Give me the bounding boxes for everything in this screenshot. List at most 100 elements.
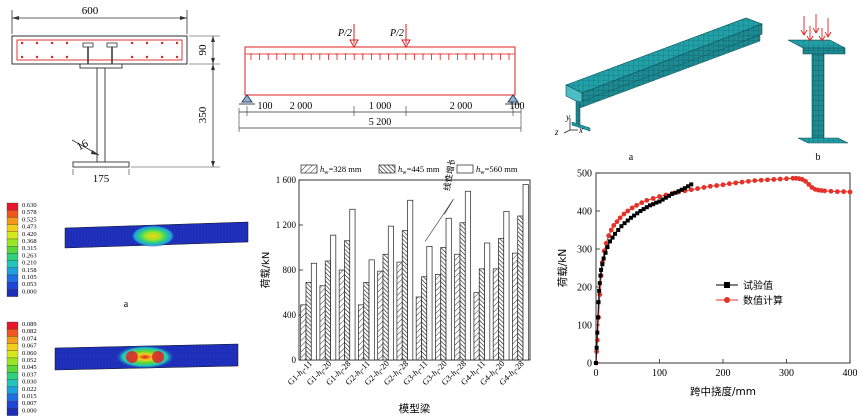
bar	[473, 292, 480, 361]
web-height-label: 350	[197, 106, 209, 123]
fe-label-b: b	[816, 152, 821, 163]
plot-frame	[595, 172, 851, 364]
fe-beam-top-face	[565, 17, 763, 94]
legend-swatch	[6, 289, 19, 297]
data-point	[701, 185, 707, 190]
legend-marker	[724, 282, 730, 288]
annotation-label: 线性增长	[441, 160, 458, 192]
data-point	[777, 176, 783, 182]
data-point	[720, 182, 726, 188]
data-point	[595, 315, 600, 320]
y-tick-label: 800	[283, 265, 297, 275]
data-point	[726, 181, 732, 187]
data-point	[847, 189, 853, 195]
legend-swatch	[6, 202, 19, 211]
bottom-width-dimension: 175	[93, 173, 110, 185]
bar	[522, 184, 529, 361]
legend-swatch	[6, 238, 19, 247]
data-point	[603, 240, 609, 246]
legend-swatch	[6, 274, 19, 283]
bar	[459, 222, 466, 361]
legend-swatch	[6, 401, 19, 409]
data-point	[771, 177, 777, 182]
data-point	[663, 195, 668, 200]
legend-value: 0.630	[22, 202, 37, 209]
data-point	[647, 203, 652, 208]
x-tick-label: G4-hf-20	[478, 358, 508, 388]
steel-bottom-flange	[72, 161, 130, 168]
bar	[349, 208, 356, 361]
legend-value: 0.045	[22, 364, 37, 371]
bar	[478, 268, 485, 361]
axis-x-label: x	[578, 125, 583, 135]
steel-web	[96, 67, 106, 163]
data-point	[841, 189, 847, 195]
legend-swatch	[456, 164, 474, 174]
legend-swatch	[6, 365, 19, 373]
data-point	[597, 281, 602, 286]
contour-hotspot-bottom	[115, 345, 175, 369]
bar	[387, 225, 394, 361]
x-tick-label: 300	[779, 368, 794, 379]
bar	[382, 253, 389, 361]
data-point	[622, 221, 627, 226]
data-point	[803, 178, 808, 184]
x-tick-label: 400	[843, 368, 858, 379]
data-point	[686, 184, 691, 189]
data-point	[682, 186, 687, 191]
span-1-label: 2 000	[290, 101, 313, 112]
data-point	[834, 189, 840, 195]
data-point	[689, 182, 694, 187]
legend-value: 0.263	[22, 252, 37, 259]
data-point	[644, 197, 650, 203]
data-point	[596, 300, 601, 305]
contour-panel-bottom: 0.0890.0820.0740.0670.0600.0520.0450.037…	[6, 321, 239, 416]
legend-swatch	[6, 231, 19, 240]
bottom-width-label: 175	[93, 173, 110, 185]
steel-top-flange	[79, 63, 123, 69]
data-point	[752, 178, 758, 183]
y-tick-label: 200	[577, 283, 592, 294]
legend-swatch	[300, 164, 318, 174]
bar	[435, 274, 442, 361]
data-point	[606, 233, 612, 239]
legend-value: 0.525	[22, 216, 37, 223]
data-point	[619, 224, 624, 229]
bar	[440, 247, 447, 361]
data-point	[657, 199, 662, 204]
contour-panel-top: 0.6300.5780.5250.4730.4200.3680.3150.263…	[6, 202, 249, 310]
legend-value: 0.015	[22, 393, 37, 400]
span-2-label: 1 000	[369, 101, 392, 112]
bar	[344, 240, 351, 361]
data-point	[644, 205, 649, 210]
bar	[358, 304, 365, 361]
load-right-label: P/2	[389, 28, 404, 39]
contour-label-a: a	[124, 299, 129, 310]
legend-value: 0.060	[22, 350, 37, 357]
legend-value: 0.578	[22, 209, 37, 216]
x-tick-label: 100	[652, 368, 667, 379]
data-point	[605, 245, 610, 250]
y-tick-label: 300	[577, 245, 592, 256]
data-point	[638, 209, 643, 213]
load-arrows	[800, 14, 832, 42]
legend-swatch	[6, 336, 19, 344]
bar	[324, 260, 331, 361]
total-length-label: 5 200	[369, 117, 392, 128]
data-point	[746, 178, 751, 184]
legend-swatch	[6, 408, 19, 416]
data-point	[629, 205, 635, 211]
data-point	[679, 187, 684, 192]
data-point	[632, 213, 637, 218]
left-support	[241, 94, 253, 103]
overhang-left-label: 100	[258, 101, 273, 112]
contour-hotspot-top	[131, 225, 175, 247]
y-axis-label: 荷载/kN	[557, 249, 569, 287]
fe-label-a: a	[629, 152, 634, 163]
bar	[415, 296, 422, 361]
x-axis-label: 模型梁	[399, 402, 431, 415]
legend-value: 0.000	[22, 407, 37, 414]
legend-swatch	[6, 253, 19, 261]
data-point	[650, 196, 656, 201]
data-point	[733, 180, 739, 186]
